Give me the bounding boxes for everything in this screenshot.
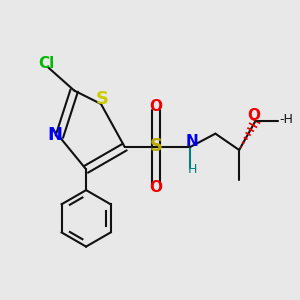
Text: N: N	[185, 134, 198, 149]
Text: O: O	[149, 99, 162, 114]
Text: S: S	[96, 91, 109, 109]
Text: H: H	[188, 163, 197, 176]
Text: -H: -H	[279, 113, 293, 126]
Text: Cl: Cl	[38, 56, 54, 71]
Text: O: O	[248, 108, 260, 123]
Text: O: O	[149, 180, 162, 195]
Text: N: N	[47, 126, 62, 144]
Text: S: S	[149, 137, 162, 155]
